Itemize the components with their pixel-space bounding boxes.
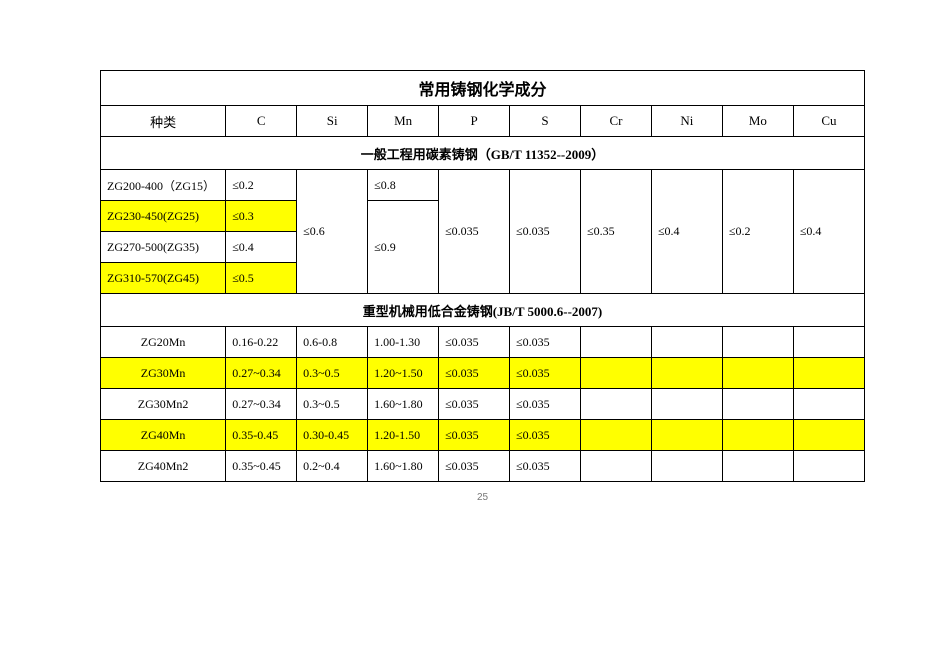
cell-mo [722,327,793,358]
table-row: ZG40Mn2 0.35~0.45 0.2~0.4 1.60~1.80 ≤0.0… [101,451,865,482]
cell-cu: ≤0.4 [793,170,864,294]
cell-cu [793,358,864,389]
cell-ni [651,389,722,420]
cell-mo [722,451,793,482]
section1-heading-row: 一般工程用碳素铸钢（GB/T 11352--2009） [101,137,865,170]
cell-cr [580,451,651,482]
cell-si: 0.6-0.8 [297,327,368,358]
cell-cr [580,358,651,389]
title-row: 常用铸钢化学成分 [101,71,865,106]
section2-heading: 重型机械用低合金铸钢(JB/T 5000.6--2007) [101,294,865,327]
page: 常用铸钢化学成分 种类 C Si Mn P S Cr Ni Mo Cu 一般工程… [0,0,945,523]
col-si: Si [297,106,368,137]
cell-ni: ≤0.4 [651,170,722,294]
cell-s: ≤0.035 [510,420,581,451]
cell-s: ≤0.035 [510,451,581,482]
composition-table: 常用铸钢化学成分 种类 C Si Mn P S Cr Ni Mo Cu 一般工程… [100,70,865,482]
cell-mn: 1.60~1.80 [368,389,439,420]
col-cu: Cu [793,106,864,137]
cell-si: 0.30-0.45 [297,420,368,451]
cell-mo [722,420,793,451]
cell-type: ZG30Mn [101,358,226,389]
table-row: ZG20Mn 0.16-0.22 0.6-0.8 1.00-1.30 ≤0.03… [101,327,865,358]
cell-mo: ≤0.2 [722,170,793,294]
cell-si: 0.2~0.4 [297,451,368,482]
cell-mn: 1.00-1.30 [368,327,439,358]
cell-mn: 1.60~1.80 [368,451,439,482]
cell-p: ≤0.035 [439,420,510,451]
cell-cu [793,420,864,451]
cell-cr [580,420,651,451]
cell-s: ≤0.035 [510,170,581,294]
cell-p: ≤0.035 [439,170,510,294]
table-row: ZG30Mn2 0.27~0.34 0.3~0.5 1.60~1.80 ≤0.0… [101,389,865,420]
cell-si: 0.3~0.5 [297,358,368,389]
cell-cu [793,451,864,482]
col-mo: Mo [722,106,793,137]
cell-type: ZG30Mn2 [101,389,226,420]
cell-cr [580,327,651,358]
cell-p: ≤0.035 [439,327,510,358]
cell-mo [722,358,793,389]
cell-s: ≤0.035 [510,327,581,358]
table-row: ZG40Mn 0.35-0.45 0.30-0.45 1.20-1.50 ≤0.… [101,420,865,451]
header-row: 种类 C Si Mn P S Cr Ni Mo Cu [101,106,865,137]
cell-type: ZG230-450(ZG25) [101,201,226,232]
table-title: 常用铸钢化学成分 [101,71,865,106]
cell-p: ≤0.035 [439,358,510,389]
cell-si: 0.3~0.5 [297,389,368,420]
cell-mn: 1.20~1.50 [368,358,439,389]
cell-c: ≤0.4 [226,232,297,263]
cell-ni [651,358,722,389]
cell-c: ≤0.2 [226,170,297,201]
cell-c: ≤0.5 [226,263,297,294]
cell-p: ≤0.035 [439,389,510,420]
page-number: 25 [100,492,865,503]
cell-type: ZG40Mn2 [101,451,226,482]
table-row: ZG200-400（ZG15） ≤0.2 ≤0.6 ≤0.8 ≤0.035 ≤0… [101,170,865,201]
cell-cr [580,389,651,420]
cell-si: ≤0.6 [297,170,368,294]
col-s: S [510,106,581,137]
cell-cu [793,389,864,420]
cell-type: ZG270-500(ZG35) [101,232,226,263]
section1-heading: 一般工程用碳素铸钢（GB/T 11352--2009） [101,137,865,170]
col-mn: Mn [368,106,439,137]
cell-cr: ≤0.35 [580,170,651,294]
col-c: C [226,106,297,137]
cell-ni [651,451,722,482]
cell-mn: ≤0.9 [368,201,439,294]
cell-cu [793,327,864,358]
cell-c: 0.27~0.34 [226,358,297,389]
cell-mn: 1.20-1.50 [368,420,439,451]
cell-mn: ≤0.8 [368,170,439,201]
cell-type: ZG200-400（ZG15） [101,170,226,201]
cell-c: ≤0.3 [226,201,297,232]
col-cr: Cr [580,106,651,137]
col-type: 种类 [101,106,226,137]
cell-type: ZG20Mn [101,327,226,358]
cell-s: ≤0.035 [510,389,581,420]
cell-ni [651,420,722,451]
cell-p: ≤0.035 [439,451,510,482]
cell-c: 0.35-0.45 [226,420,297,451]
col-ni: Ni [651,106,722,137]
col-p: P [439,106,510,137]
table-row: ZG30Mn 0.27~0.34 0.3~0.5 1.20~1.50 ≤0.03… [101,358,865,389]
cell-ni [651,327,722,358]
cell-c: 0.35~0.45 [226,451,297,482]
cell-s: ≤0.035 [510,358,581,389]
section2-heading-row: 重型机械用低合金铸钢(JB/T 5000.6--2007) [101,294,865,327]
cell-type: ZG40Mn [101,420,226,451]
cell-c: 0.16-0.22 [226,327,297,358]
cell-c: 0.27~0.34 [226,389,297,420]
cell-type: ZG310-570(ZG45) [101,263,226,294]
cell-mo [722,389,793,420]
